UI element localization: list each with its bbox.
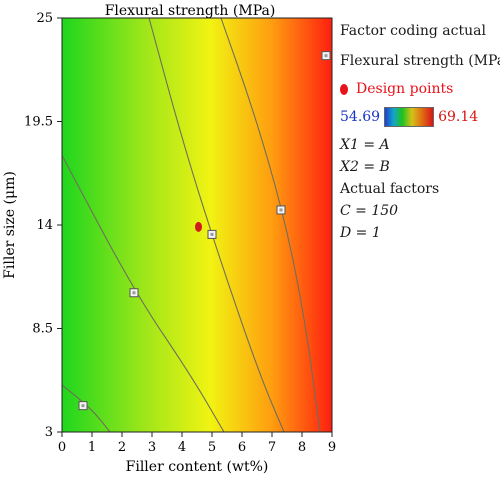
x-tick-label-0: 0: [58, 440, 66, 455]
legend-actual-factors: Actual factors: [340, 181, 440, 197]
x-tick-label-1: 1: [88, 440, 96, 455]
contour-line-1: [61, 384, 111, 433]
legend-coding: Factor coding actual: [340, 23, 486, 39]
colorbar-max-label: 69.14: [438, 109, 479, 125]
legend-design-points: Design points: [340, 82, 453, 96]
y-tick-label-0: 3: [45, 425, 53, 440]
x-axis-label: Filler content (wt%): [126, 459, 269, 475]
x-tick-label-4: 4: [178, 440, 186, 455]
design-point-marker-icon: [340, 83, 348, 95]
y-axis-label: Filler size (μm): [2, 171, 18, 279]
colorbar: [384, 107, 435, 127]
x-tick-label-2: 2: [118, 440, 126, 455]
y-tick-label-4: 25: [36, 11, 53, 26]
chart-title: Flexural strength (MPa): [105, 3, 276, 19]
design-point-center-3: [210, 232, 214, 236]
x-tick-label-7: 7: [268, 440, 276, 455]
x-tick-label-8: 8: [298, 440, 306, 455]
x-tick-label-9: 9: [328, 440, 336, 455]
design-point-center-2: [132, 291, 136, 295]
y-tick-label-2: 14: [36, 218, 53, 233]
design-point-center-4: [279, 208, 283, 212]
legend-d-value: D = 1: [340, 225, 381, 241]
x-tick-label-5: 5: [208, 440, 216, 455]
design-point-center-5: [324, 54, 328, 58]
x-tick-label-6: 6: [238, 440, 246, 455]
y-tick-label-1: 8.5: [32, 322, 53, 337]
design-point-center-1: [81, 404, 85, 408]
contour-line-2: [61, 155, 225, 433]
legend-c-value: C = 150: [340, 203, 399, 219]
legend-x2: X2 = B: [340, 159, 390, 175]
contour-line-3: [148, 17, 285, 433]
highlighted-design-point: [195, 221, 202, 232]
colorbar-min-label: 54.69: [340, 109, 381, 125]
legend-response: Flexural strength (MPa): [340, 53, 500, 69]
x-tick-label-3: 3: [148, 440, 156, 455]
y-tick-label-3: 19.5: [24, 115, 53, 130]
legend-x1: X1 = A: [340, 137, 390, 153]
design-points-label: Design points: [356, 81, 454, 97]
legend-colorbar: 54.69 69.14: [340, 107, 478, 127]
contour-line-4: [220, 17, 321, 433]
